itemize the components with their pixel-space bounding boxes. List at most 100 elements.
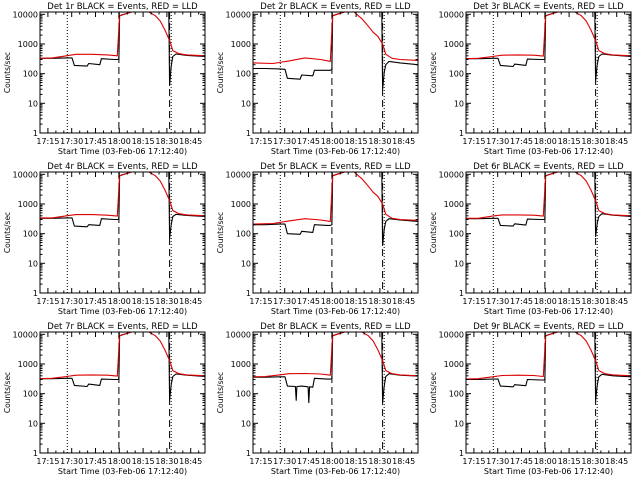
x-tick-label: 18:30 xyxy=(155,457,178,466)
y-tick-label: 1 xyxy=(246,289,251,298)
plot-frame xyxy=(252,171,419,294)
plot-frame xyxy=(465,11,632,134)
x-tick-label: 17:45 xyxy=(84,137,107,146)
x-tick-label: 17:15 xyxy=(462,137,485,146)
x-axis-label: Start Time (03-Feb-06 17:12:40) xyxy=(271,467,400,476)
chart-title: Det 5r BLACK = Events, RED = LLD xyxy=(260,162,411,172)
y-tick-label: 1 xyxy=(459,449,464,458)
x-axis-label: Start Time (03-Feb-06 17:12:40) xyxy=(484,467,613,476)
x-tick-label: 18:00 xyxy=(534,297,557,306)
x-tick-label: 18:15 xyxy=(132,297,155,306)
y-tick-label: 1 xyxy=(33,289,38,298)
y-tick-label: 1000 xyxy=(18,40,38,49)
y-tick-label: 1 xyxy=(246,449,251,458)
y-axis: 1 10 100 1000 10000 xyxy=(226,330,418,458)
x-tick-label: 18:15 xyxy=(345,137,368,146)
x-tick-label: 18:30 xyxy=(155,137,178,146)
chart-title: Det 4r BLACK = Events, RED = LLD xyxy=(47,162,198,172)
x-tick-label: 18:00 xyxy=(108,457,131,466)
chart-panel-2: Det 2r BLACK = Events, RED = LLD 1 10 100 10… xyxy=(216,2,419,156)
x-tick-label: 17:15 xyxy=(462,297,485,306)
x-tick-label: 18:15 xyxy=(345,297,368,306)
x-axis-label: Start Time (03-Feb-06 17:12:40) xyxy=(271,147,400,156)
y-tick-label: 10 xyxy=(28,259,38,268)
x-tick-label: 18:00 xyxy=(108,137,131,146)
series-line-events xyxy=(253,12,418,90)
y-tick-label: 1000 xyxy=(444,360,464,369)
y-tick-label: 10 xyxy=(241,419,251,428)
x-tick-label: 18:15 xyxy=(345,457,368,466)
x-tick-label: 17:15 xyxy=(462,457,485,466)
series-line-events xyxy=(40,332,205,401)
y-tick-label: 10 xyxy=(28,99,38,108)
y-tick-label: 10000 xyxy=(439,10,464,19)
chart-title: Det 6r BLACK = Events, RED = LLD xyxy=(473,162,624,172)
x-axis: 17:15 17:30 17:45 18:00 18:15 18:30 18:45 xyxy=(462,12,628,146)
series-line-lld xyxy=(40,332,205,380)
y-tick-label: 10000 xyxy=(13,330,38,339)
chart-panel-9: Det 9r BLACK = Events, RED = LLD 1 10 100 10… xyxy=(429,322,632,476)
x-axis-label: Start Time (03-Feb-06 17:12:40) xyxy=(484,147,613,156)
series-line-events xyxy=(253,332,418,404)
chart-panel-5: Det 5r BLACK = Events, RED = LLD 1 10 100 10… xyxy=(216,162,419,316)
y-tick-label: 100 xyxy=(449,390,464,399)
x-axis: 17:15 17:30 17:45 18:00 18:15 18:30 18:45 xyxy=(36,12,202,146)
x-tick-label: 18:00 xyxy=(534,137,557,146)
chart-panel-7: Det 7r BLACK = Events, RED = LLD 1 10 100 10… xyxy=(3,322,206,476)
x-tick-label: 17:30 xyxy=(60,297,83,306)
x-tick-label: 18:30 xyxy=(368,297,391,306)
x-tick-label: 18:45 xyxy=(392,457,415,466)
x-tick-label: 18:45 xyxy=(605,137,628,146)
chart-panel-8: Det 8r BLACK = Events, RED = LLD 1 10 100 10… xyxy=(216,322,419,476)
x-tick-label: 17:30 xyxy=(60,457,83,466)
x-tick-label: 17:45 xyxy=(297,137,320,146)
x-tick-label: 18:45 xyxy=(392,137,415,146)
y-tick-label: 100 xyxy=(23,230,38,239)
y-tick-label: 1000 xyxy=(231,40,251,49)
y-tick-label: 100 xyxy=(236,70,251,79)
x-tick-label: 17:45 xyxy=(84,457,107,466)
chart-panel-6: Det 6r BLACK = Events, RED = LLD 1 10 100 10… xyxy=(429,162,632,316)
y-tick-label: 1000 xyxy=(444,200,464,209)
series-group xyxy=(466,12,631,81)
series-line-events xyxy=(466,332,631,401)
y-axis-label: Counts/sec xyxy=(429,212,438,253)
x-tick-label: 17:30 xyxy=(273,137,296,146)
series-line-lld xyxy=(466,332,631,380)
y-tick-label: 10 xyxy=(241,99,251,108)
series-group xyxy=(40,332,205,401)
y-axis: 1 10 100 1000 10000 xyxy=(439,170,631,298)
x-tick-label: 18:15 xyxy=(558,457,581,466)
x-tick-label: 17:15 xyxy=(36,457,59,466)
series-group xyxy=(253,12,418,90)
x-tick-label: 18:00 xyxy=(321,457,344,466)
y-tick-label: 1000 xyxy=(18,200,38,209)
x-tick-label: 18:45 xyxy=(179,457,202,466)
x-tick-label: 18:15 xyxy=(558,137,581,146)
y-tick-label: 1000 xyxy=(231,200,251,209)
x-tick-label: 17:45 xyxy=(510,457,533,466)
x-tick-label: 17:45 xyxy=(297,457,320,466)
series-line-events xyxy=(253,172,418,247)
series-group xyxy=(253,332,418,404)
y-tick-label: 100 xyxy=(449,230,464,239)
plot-frame xyxy=(465,171,632,294)
y-tick-label: 100 xyxy=(23,70,38,79)
y-tick-label: 10 xyxy=(28,419,38,428)
x-tick-label: 17:30 xyxy=(486,137,509,146)
plot-frame xyxy=(252,331,419,454)
y-tick-label: 100 xyxy=(236,230,251,239)
y-tick-label: 1 xyxy=(33,449,38,458)
x-tick-label: 17:45 xyxy=(84,297,107,306)
y-axis: 1 10 100 1000 10000 xyxy=(226,10,418,138)
y-tick-label: 1 xyxy=(459,289,464,298)
x-tick-label: 18:30 xyxy=(155,297,178,306)
y-axis-label: Counts/sec xyxy=(216,372,225,413)
x-tick-label: 17:30 xyxy=(486,457,509,466)
x-axis: 17:15 17:30 17:45 18:00 18:15 18:30 18:45 xyxy=(36,332,202,466)
x-tick-label: 17:45 xyxy=(297,297,320,306)
x-axis: 17:15 17:30 17:45 18:00 18:15 18:30 18:45 xyxy=(36,172,202,306)
x-axis-label: Start Time (03-Feb-06 17:12:40) xyxy=(58,147,187,156)
series-group xyxy=(466,332,631,401)
y-axis-label: Counts/sec xyxy=(3,52,12,93)
